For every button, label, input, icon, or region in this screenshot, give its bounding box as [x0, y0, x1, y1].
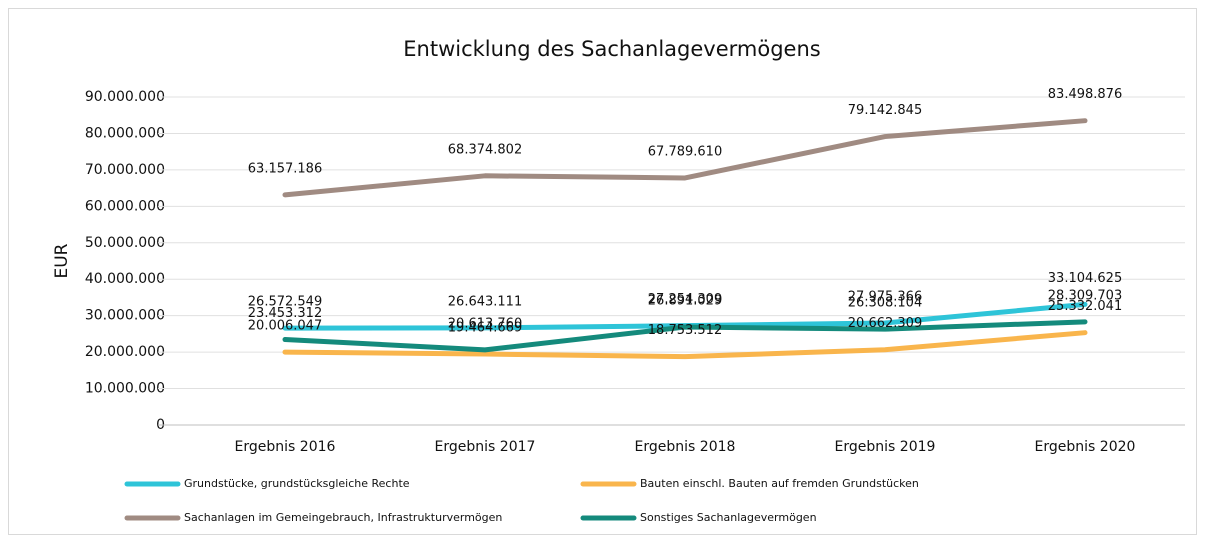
- data-label: 63.157.186: [248, 161, 322, 176]
- x-tick-label: Ergebnis 2016: [235, 439, 336, 455]
- data-label: 28.309.703: [1048, 288, 1122, 303]
- series-line: [282, 319, 1088, 353]
- y-tick-label: 60.000.000: [85, 198, 165, 214]
- legend-label: Sachanlagen im Gemeingebrauch, Infrastru…: [184, 511, 502, 524]
- x-tick-label: Ergebnis 2020: [1035, 439, 1136, 455]
- data-label: 33.104.625: [1048, 271, 1122, 286]
- data-label: 18.753.512: [648, 323, 722, 338]
- y-axis-label: EUR: [52, 243, 72, 278]
- x-tick-label: Ergebnis 2017: [435, 439, 536, 455]
- data-label: 68.374.802: [448, 142, 522, 157]
- data-label: 26.572.549: [248, 295, 322, 310]
- data-label: 27.254.309: [648, 292, 722, 307]
- data-label: 20.613.760: [448, 316, 522, 331]
- data-label: 26.308.104: [848, 296, 922, 311]
- legend-label: Sonstiges Sachanlagevermögen: [640, 511, 817, 524]
- data-label: 79.142.845: [848, 103, 922, 118]
- chart-border: [8, 8, 1197, 535]
- y-tick-label: 90.000.000: [85, 89, 165, 105]
- legend-label: Bauten einschl. Bauten auf fremden Grund…: [640, 477, 919, 490]
- data-label: 20.006.047: [248, 319, 322, 334]
- data-label: 26.891.029: [648, 293, 722, 308]
- data-label: 27.975.366: [848, 290, 922, 305]
- data-label: 20.662.309: [848, 316, 922, 331]
- chart-title: Entwicklung des Sachanlagevermögens: [403, 37, 820, 61]
- y-tick-label: 80.000.000: [85, 125, 165, 141]
- data-label: 67.789.610: [648, 144, 722, 159]
- y-tick-label: 20.000.000: [85, 344, 165, 360]
- data-label: 83.498.876: [1048, 87, 1122, 102]
- legend-label: Grundstücke, grundstücksgleiche Rechte: [184, 477, 410, 490]
- y-tick-label: 50.000.000: [85, 235, 165, 251]
- x-tick-label: Ergebnis 2019: [835, 439, 936, 455]
- y-tick-label: 40.000.000: [85, 271, 165, 287]
- y-tick-label: 10.000.000: [85, 381, 165, 397]
- x-tick-label: Ergebnis 2018: [635, 439, 736, 455]
- data-label: 26.643.111: [448, 294, 522, 309]
- data-label: 25.332.041: [1048, 299, 1122, 314]
- series-line: [282, 330, 1088, 360]
- y-tick-label: 70.000.000: [85, 162, 165, 178]
- data-label: 23.453.312: [248, 306, 322, 321]
- data-label: 19.464.669: [448, 321, 522, 336]
- series-line: [282, 118, 1088, 198]
- y-tick-label: 30.000.000: [85, 308, 165, 324]
